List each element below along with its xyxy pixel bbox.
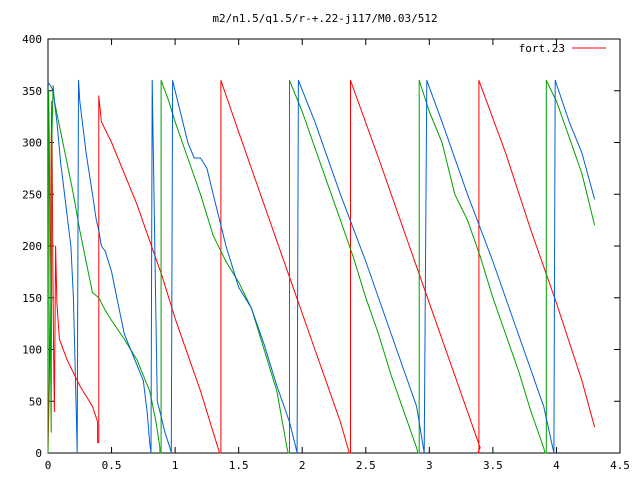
- series-layer: [47, 79, 596, 454]
- y-tick-label: 300: [22, 137, 42, 150]
- y-tick-label: 50: [29, 395, 42, 408]
- chart-title: m2/n1.5/q1.5/r-+.22-j117/M0.03/512: [212, 12, 437, 25]
- y-tick-label: 100: [22, 344, 42, 357]
- x-tick-label: 0: [45, 459, 52, 472]
- ticks-layer: 0 0.5 1 1.5 2 2.5 3 3.5 4 4.5 0 50 100 150 200 250 300 35…: [22, 33, 630, 472]
- legend-label: fort.23: [519, 42, 565, 55]
- x-tick-label: 4: [553, 459, 560, 472]
- y-tick-label: 350: [22, 85, 42, 98]
- y-tick-label: 200: [22, 240, 42, 253]
- x-tick-label: 3: [426, 459, 433, 472]
- x-tick-label: 0.5: [102, 459, 122, 472]
- x-tick-label: 2.5: [356, 459, 376, 472]
- x-tick-label: 1.5: [229, 459, 249, 472]
- legend: fort.23: [519, 42, 606, 55]
- series-line-2: [47, 79, 596, 454]
- x-tick-label: 2: [299, 459, 306, 472]
- y-tick-label: 0: [35, 447, 42, 460]
- y-tick-label: 400: [22, 33, 42, 46]
- series-line-1: [47, 79, 596, 454]
- y-tick-label: 250: [22, 188, 42, 201]
- series-line-0: [47, 79, 596, 454]
- x-tick-label: 4.5: [610, 459, 630, 472]
- x-tick-label: 1: [172, 459, 179, 472]
- y-tick-label: 150: [22, 292, 42, 305]
- x-tick-label: 3.5: [483, 459, 503, 472]
- plot-frame: [47, 38, 621, 454]
